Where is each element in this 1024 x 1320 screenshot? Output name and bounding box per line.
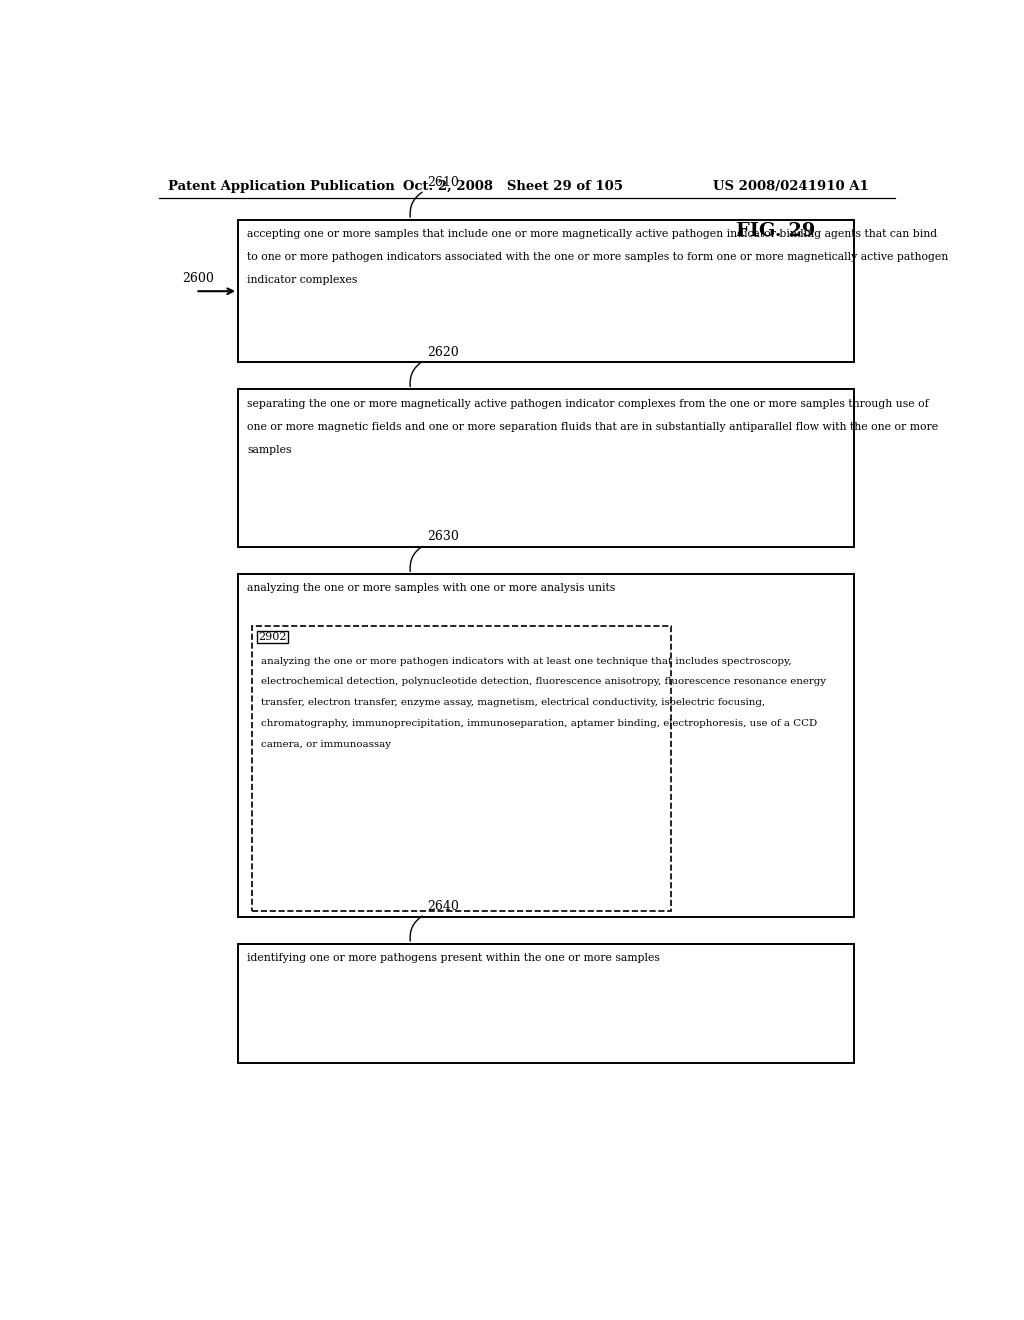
Text: 2620: 2620 — [428, 346, 460, 359]
Text: transfer, electron transfer, enzyme assay, magnetism, electrical conductivity, i: transfer, electron transfer, enzyme assa… — [261, 698, 765, 708]
Text: indicator complexes: indicator complexes — [248, 276, 357, 285]
Text: analyzing the one or more pathogen indicators with at least one technique that i: analyzing the one or more pathogen indic… — [261, 656, 792, 665]
Text: Oct. 2, 2008   Sheet 29 of 105: Oct. 2, 2008 Sheet 29 of 105 — [403, 180, 624, 193]
Bar — [252, 626, 671, 911]
Text: to one or more pathogen indicators associated with the one or more samples to fo: to one or more pathogen indicators assoc… — [248, 252, 948, 263]
Bar — [238, 389, 854, 548]
Text: 2610: 2610 — [428, 176, 460, 189]
Text: 2600: 2600 — [182, 272, 214, 285]
Text: FIG. 29: FIG. 29 — [736, 222, 816, 239]
Text: chromatography, immunoprecipitation, immunoseparation, aptamer binding, electrop: chromatography, immunoprecipitation, imm… — [261, 719, 817, 727]
Text: electrochemical detection, polynucleotide detection, fluorescence anisotropy, fl: electrochemical detection, polynucleotid… — [261, 677, 826, 686]
Text: Patent Application Publication: Patent Application Publication — [168, 180, 395, 193]
Text: accepting one or more samples that include one or more magnetically active patho: accepting one or more samples that inclu… — [248, 230, 938, 239]
Text: 2640: 2640 — [428, 900, 460, 913]
Text: camera, or immunoassay: camera, or immunoassay — [261, 739, 391, 748]
Text: samples: samples — [248, 445, 292, 455]
Bar — [238, 944, 854, 1063]
Bar — [238, 574, 854, 917]
Text: 2902: 2902 — [258, 632, 287, 642]
Text: US 2008/0241910 A1: US 2008/0241910 A1 — [713, 180, 869, 193]
Bar — [238, 220, 854, 363]
Text: one or more magnetic fields and one or more separation fluids that are in substa: one or more magnetic fields and one or m… — [248, 422, 938, 432]
Text: separating the one or more magnetically active pathogen indicator complexes from: separating the one or more magnetically … — [248, 399, 929, 409]
Text: analyzing the one or more samples with one or more analysis units: analyzing the one or more samples with o… — [248, 583, 615, 594]
Text: identifying one or more pathogens present within the one or more samples: identifying one or more pathogens presen… — [248, 953, 660, 964]
Text: 2630: 2630 — [428, 531, 460, 544]
